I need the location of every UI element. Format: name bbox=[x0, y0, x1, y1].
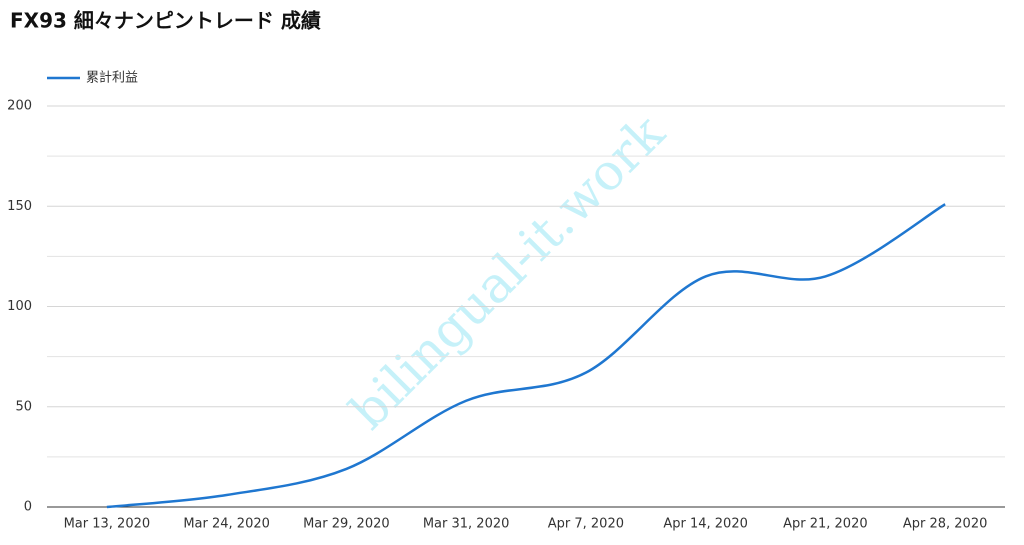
y-tick-label: 0 bbox=[24, 500, 32, 515]
y-tick-label: 150 bbox=[7, 199, 32, 214]
x-tick-label: Apr 28, 2020 bbox=[903, 517, 988, 532]
x-tick-label: Apr 14, 2020 bbox=[663, 517, 748, 532]
x-tick-label: Mar 13, 2020 bbox=[64, 517, 151, 532]
x-tick-label: Mar 31, 2020 bbox=[423, 517, 510, 532]
x-tick-label: Apr 7, 2020 bbox=[548, 517, 624, 532]
line bbox=[106, 203, 946, 509]
x-tick-label: Apr 21, 2020 bbox=[783, 517, 868, 532]
y-tick-label: 200 bbox=[7, 99, 32, 114]
chart-title: FX93 細々ナンピントレード 成績 bbox=[10, 9, 321, 33]
y-tick-label: 50 bbox=[15, 399, 32, 414]
x-tick-label: Mar 29, 2020 bbox=[303, 517, 390, 532]
legend-label: 累計利益 bbox=[86, 70, 138, 86]
x-tick-label: Mar 24, 2020 bbox=[183, 517, 270, 532]
y-tick-label: 100 bbox=[7, 299, 32, 314]
